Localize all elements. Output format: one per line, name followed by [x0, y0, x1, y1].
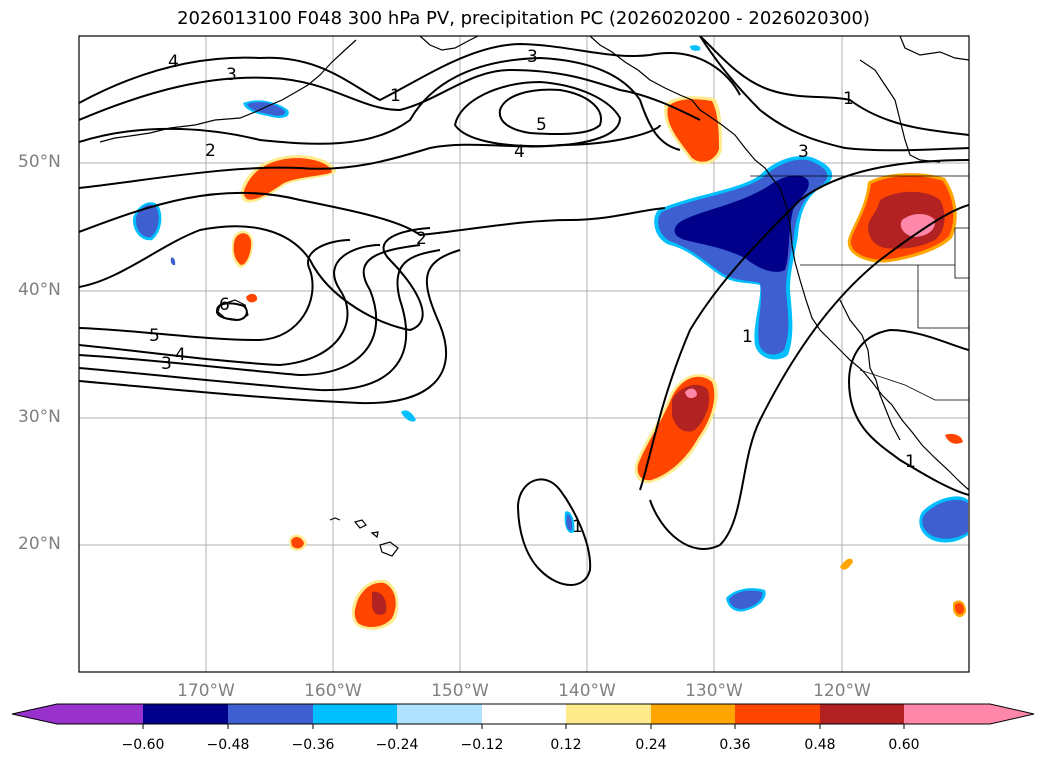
longitude-label: 130°W	[685, 681, 743, 701]
colorbar-segment	[313, 704, 397, 724]
latitude-label: 40°N	[18, 280, 61, 300]
contour-label: 6	[219, 295, 230, 315]
contour-label: 4	[175, 345, 186, 365]
contour-label: 5	[149, 326, 160, 346]
latitude-label: 50°N	[18, 152, 61, 172]
map-title: 2026013100 F048 300 hPa PV, precipitatio…	[177, 8, 870, 29]
colorbar-tick-label: −0.48	[206, 737, 250, 753]
contour-label: 4	[168, 52, 179, 72]
latitude-label: 20°N	[18, 534, 61, 554]
contour-label: 5	[536, 115, 547, 135]
colorbar-tick-label: 0.48	[804, 737, 836, 753]
colorbar-segment	[820, 704, 904, 724]
longitude-label: 170°W	[177, 681, 235, 701]
contour-label: 1	[742, 327, 753, 347]
contour-label: 4	[514, 142, 525, 162]
colorbar-tick-label: 0.24	[635, 737, 667, 753]
colorbar-segment	[397, 704, 482, 724]
map-frame	[78, 35, 970, 673]
colorbar-segment	[566, 704, 651, 724]
longitude-label: 140°W	[558, 681, 616, 701]
colorbar-segment	[57, 704, 143, 724]
colorbar-segment	[228, 704, 313, 724]
colorbar-tick-label: 0.12	[550, 737, 582, 753]
contour-label: 3	[798, 142, 809, 162]
colorbar-segment	[904, 704, 990, 724]
colorbar-tick-label: −0.60	[121, 737, 165, 753]
colorbar-extend-low	[12, 704, 57, 724]
contour-label: 1	[390, 86, 401, 106]
coastlines	[99, 36, 969, 557]
colorbar-outline	[11, 703, 1035, 725]
longitude-label: 120°W	[813, 681, 871, 701]
colorbar-segment	[651, 704, 735, 724]
contour-label: 1	[572, 517, 583, 537]
colorbar-extend-high	[990, 704, 1034, 724]
colorbar-ticks	[142, 724, 905, 729]
colorbar-segment	[735, 704, 820, 724]
colorbar-tick-label: −0.36	[291, 737, 335, 753]
longitude-label: 160°W	[304, 681, 362, 701]
contour-label: 3	[161, 354, 172, 374]
contour-label: 1	[905, 452, 916, 472]
latitude-label: 30°N	[18, 407, 61, 427]
longitude-label: 150°W	[431, 681, 489, 701]
colorbar-segment	[143, 704, 228, 724]
colorbar	[11, 703, 1035, 729]
colorbar-tick-label: −0.24	[375, 737, 419, 753]
colorbar-tick-label: 0.60	[888, 737, 920, 753]
borders	[750, 175, 969, 401]
pv-contours	[79, 36, 969, 586]
contour-label: 1	[843, 89, 854, 109]
contour-label: 3	[527, 47, 538, 67]
colorbar-tick-label: −0.12	[460, 737, 504, 753]
contour-label: 2	[205, 141, 216, 161]
contour-label: 2	[416, 229, 427, 249]
colorbar-segment	[482, 704, 566, 724]
colorbar-tick-label: 0.36	[719, 737, 751, 753]
contour-label: 3	[226, 65, 237, 85]
pv-contour-labels: 4 3 3 1 5 4 2 2 3 6 5 4 3 1 1 1 1	[149, 47, 916, 537]
